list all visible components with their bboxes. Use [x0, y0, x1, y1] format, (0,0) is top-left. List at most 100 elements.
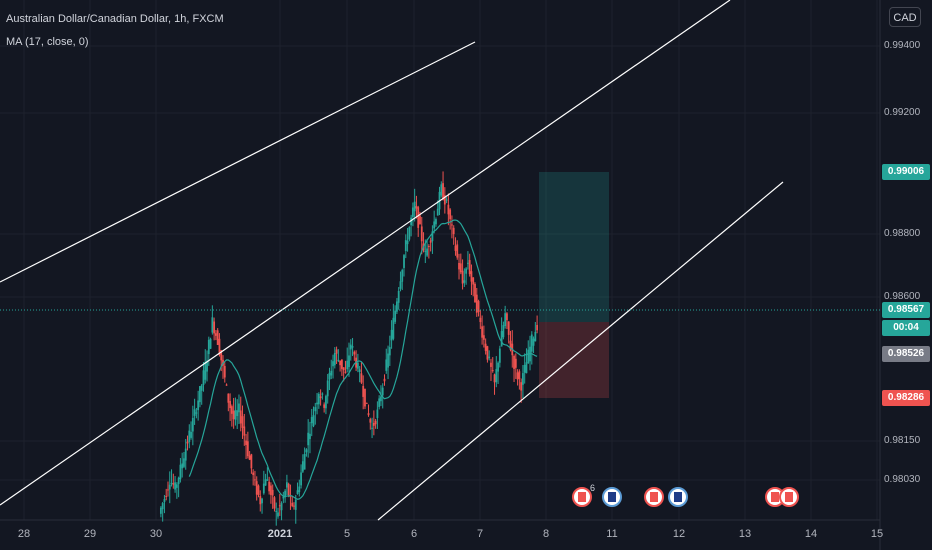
candle-body: [252, 472, 255, 475]
candle-body: [300, 472, 302, 486]
candle-body: [514, 358, 517, 368]
time-tick: 6: [410, 528, 418, 540]
event-markers: 6: [572, 483, 799, 507]
candle-body: [184, 448, 187, 461]
flag-emblem: [650, 492, 658, 502]
candle-body: [518, 371, 521, 379]
candle-body: [177, 477, 180, 485]
candle-body: [419, 215, 421, 224]
candle-body: [520, 382, 523, 391]
candle-body: [433, 221, 436, 229]
candle-body: [270, 485, 272, 495]
candle-body: [275, 510, 278, 513]
candle-body: [323, 404, 326, 408]
trendline-upper: [0, 41, 476, 283]
candle-body: [330, 370, 333, 376]
candle-body: [369, 419, 372, 423]
candle-body: [403, 255, 405, 268]
candle-body: [351, 346, 354, 348]
candle-body: [459, 263, 462, 273]
time-tick: 15: [870, 528, 884, 540]
candle-body: [413, 201, 416, 212]
time-tick: 29: [83, 528, 97, 540]
candle-body: [167, 489, 169, 491]
candle-body: [206, 360, 208, 372]
candle-body: [406, 240, 409, 245]
candle-body: [314, 407, 317, 412]
price-tick: 0.98030: [884, 474, 921, 485]
candle-body: [234, 410, 237, 420]
currency-button[interactable]: CAD: [889, 7, 921, 27]
candle-body: [498, 348, 501, 363]
candle-body: [255, 481, 258, 495]
candle-body: [530, 334, 533, 352]
candle-body: [199, 386, 201, 403]
candle-body: [452, 227, 455, 235]
candle-body: [342, 367, 345, 371]
time-tick: 8: [542, 528, 550, 540]
candle-body: [287, 483, 290, 496]
candle-body: [271, 489, 274, 496]
candle-body: [362, 385, 365, 397]
time-tick: 28: [17, 528, 31, 540]
candle-body: [522, 373, 524, 385]
candle-body: [358, 369, 361, 372]
indicator-legend[interactable]: MA (17, close, 0): [6, 36, 89, 48]
candle-body: [261, 498, 263, 504]
channel-upper-line: [0, 0, 731, 506]
candle-body: [509, 340, 512, 350]
flag-emblem: [771, 492, 779, 502]
candle-body: [474, 283, 476, 303]
candle-body: [216, 330, 219, 345]
candle-body: [420, 226, 423, 242]
candle-body: [200, 385, 203, 391]
time-tick: 11: [606, 528, 618, 540]
time-tick: 7: [476, 528, 484, 540]
candle-body: [195, 412, 198, 414]
candle-body: [481, 326, 483, 338]
candle-body: [397, 290, 400, 303]
candle-body: [257, 485, 260, 495]
flag-emblem: [608, 492, 616, 502]
candle-body: [527, 349, 530, 363]
candle-body: [325, 396, 327, 409]
time-tick: 5: [343, 528, 351, 540]
candle-body: [491, 370, 494, 372]
candle-body: [215, 333, 217, 336]
candle-body: [387, 353, 389, 368]
candle-body: [280, 503, 283, 511]
candle-body: [449, 209, 452, 220]
price-tick: 0.99200: [884, 107, 921, 118]
candle-body: [193, 409, 196, 416]
candle-body: [410, 217, 413, 226]
candle-body: [477, 301, 480, 312]
candle-body: [332, 361, 334, 367]
candle-body: [435, 219, 437, 225]
candle-body: [500, 331, 503, 347]
candle-body: [229, 401, 231, 409]
stop-price-tag: 0.98286: [882, 390, 930, 406]
channel-lower-line: [377, 181, 784, 521]
candle-body: [380, 396, 382, 402]
candle-body: [364, 388, 366, 407]
candle-body: [238, 403, 240, 413]
time-tick: 14: [804, 528, 818, 540]
candle-body: [392, 317, 395, 339]
candle-body: [390, 329, 393, 341]
candle-body: [367, 413, 370, 416]
candle-body: [404, 240, 407, 251]
candle-body: [301, 461, 304, 472]
candle-body: [163, 499, 166, 503]
candle-body: [262, 483, 265, 494]
symbol-legend[interactable]: Australian Dollar/Canadian Dollar, 1h, F…: [6, 13, 224, 25]
candle-body: [502, 325, 505, 338]
candle-body: [225, 384, 228, 386]
candle-body: [211, 317, 214, 333]
candle-body: [310, 417, 313, 424]
candle-body: [394, 310, 397, 322]
candle-body: [273, 497, 276, 509]
candle-body: [479, 317, 482, 323]
candle-body: [337, 359, 340, 362]
